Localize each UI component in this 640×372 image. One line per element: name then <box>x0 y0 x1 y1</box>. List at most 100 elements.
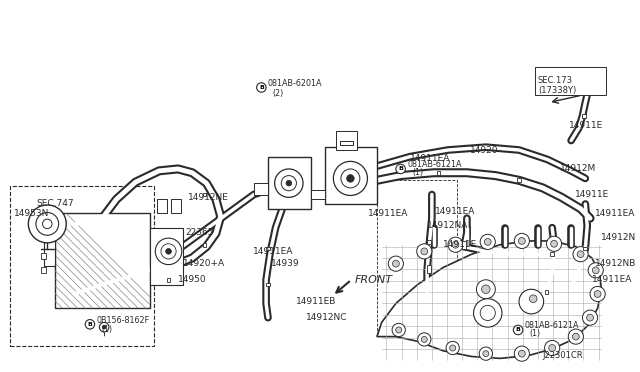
Text: 14911EA: 14911EA <box>253 247 293 256</box>
Circle shape <box>417 244 432 259</box>
Text: 14911EA: 14911EA <box>410 154 451 163</box>
Bar <box>41 267 46 273</box>
Text: 14911E: 14911E <box>575 190 609 199</box>
Bar <box>268 157 310 209</box>
Text: 14912NA: 14912NA <box>427 221 468 230</box>
Bar <box>55 214 150 308</box>
Circle shape <box>519 289 543 314</box>
Circle shape <box>594 291 601 297</box>
Circle shape <box>479 347 493 360</box>
Text: 14911EA: 14911EA <box>595 209 635 218</box>
Circle shape <box>572 333 579 340</box>
Circle shape <box>548 344 556 352</box>
Text: B: B <box>516 327 520 333</box>
Bar <box>582 114 586 118</box>
Circle shape <box>388 256 403 271</box>
Bar <box>254 183 268 195</box>
Circle shape <box>568 329 584 344</box>
Circle shape <box>547 236 562 251</box>
Polygon shape <box>377 241 602 358</box>
Bar <box>266 247 270 250</box>
Text: J22301CR: J22301CR <box>543 351 583 360</box>
Bar <box>377 180 458 332</box>
Text: (1): (1) <box>101 324 113 334</box>
Circle shape <box>474 299 502 327</box>
Bar <box>427 265 431 273</box>
Circle shape <box>448 237 463 252</box>
Circle shape <box>515 233 529 248</box>
Circle shape <box>156 238 182 264</box>
Text: SEC.173: SEC.173 <box>538 76 573 85</box>
Text: B: B <box>259 85 264 90</box>
Text: 14911EA: 14911EA <box>369 209 409 218</box>
Text: 081AB-6201A: 081AB-6201A <box>268 79 323 88</box>
Bar <box>550 252 554 256</box>
Circle shape <box>36 212 59 235</box>
Text: FRONT: FRONT <box>355 275 393 285</box>
Circle shape <box>484 238 491 245</box>
Bar <box>203 193 207 196</box>
Bar <box>44 228 55 266</box>
Circle shape <box>418 333 431 346</box>
Text: (17338Y): (17338Y) <box>538 86 576 95</box>
Circle shape <box>515 346 529 361</box>
Text: 14953N: 14953N <box>14 209 49 218</box>
Text: 081AB-6121A: 081AB-6121A <box>407 160 461 169</box>
Bar <box>427 269 431 272</box>
Text: 0B156-8162F: 0B156-8162F <box>97 316 150 325</box>
Circle shape <box>161 244 176 259</box>
Circle shape <box>333 161 367 195</box>
Circle shape <box>85 320 95 329</box>
Circle shape <box>166 248 172 254</box>
Bar <box>41 253 46 259</box>
Bar <box>436 171 440 174</box>
Bar <box>427 240 431 244</box>
Circle shape <box>43 219 52 229</box>
Text: B: B <box>398 166 403 171</box>
Bar <box>461 241 467 249</box>
Circle shape <box>452 241 459 248</box>
Circle shape <box>341 169 360 188</box>
Circle shape <box>392 260 399 267</box>
Bar <box>336 131 357 150</box>
Bar <box>517 179 521 182</box>
Circle shape <box>281 176 296 191</box>
Circle shape <box>481 285 490 294</box>
Circle shape <box>573 247 588 262</box>
Text: 14920+A: 14920+A <box>183 259 225 268</box>
Circle shape <box>545 340 560 356</box>
Circle shape <box>588 263 604 278</box>
Bar <box>203 243 207 247</box>
Text: B: B <box>88 322 92 327</box>
Bar <box>172 199 181 214</box>
Text: 14920: 14920 <box>470 145 499 154</box>
Circle shape <box>513 325 523 335</box>
Text: 14950: 14950 <box>178 275 207 284</box>
Bar <box>157 199 166 214</box>
Circle shape <box>446 341 460 355</box>
Text: 14911EB: 14911EB <box>296 297 337 306</box>
Circle shape <box>518 350 525 357</box>
Circle shape <box>396 327 402 333</box>
Bar <box>266 283 270 286</box>
Text: (1): (1) <box>412 168 423 177</box>
Circle shape <box>480 234 495 250</box>
Bar <box>10 186 154 346</box>
Circle shape <box>102 325 106 329</box>
Text: 14911E: 14911E <box>569 121 604 130</box>
Circle shape <box>99 323 109 332</box>
Circle shape <box>421 248 428 255</box>
Text: 14912NC: 14912NC <box>306 313 348 322</box>
Circle shape <box>590 286 605 302</box>
Bar <box>545 290 548 294</box>
Circle shape <box>450 345 456 351</box>
Circle shape <box>421 336 428 343</box>
Text: 14911E: 14911E <box>444 240 477 249</box>
Circle shape <box>587 314 593 321</box>
Circle shape <box>550 240 557 247</box>
Text: 22365: 22365 <box>186 228 214 237</box>
Circle shape <box>529 295 537 302</box>
Bar <box>340 141 353 145</box>
Circle shape <box>347 174 354 182</box>
Circle shape <box>483 351 489 357</box>
